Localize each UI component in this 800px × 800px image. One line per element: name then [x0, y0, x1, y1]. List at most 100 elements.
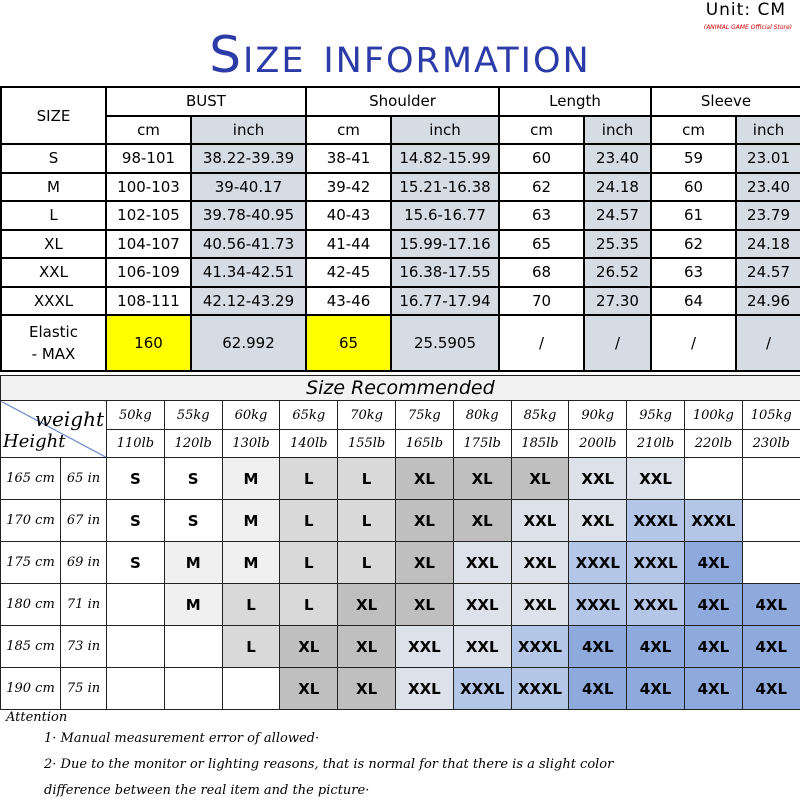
size-cell: 4XL	[568, 667, 628, 710]
elastic-cell: /	[583, 314, 653, 372]
measure-cell: 41-44	[305, 228, 392, 259]
size-cell: XXL	[452, 583, 512, 626]
size-cell: XL	[510, 457, 570, 500]
measure-cell: 27.30	[583, 285, 653, 316]
size-cell: XXL	[626, 457, 685, 500]
size-cell: XL	[452, 457, 512, 500]
size-cell: L	[279, 499, 339, 542]
weight-kg-header: 100kg	[683, 400, 743, 430]
measure-cell: 16.77-17.94	[389, 285, 501, 316]
size-cell	[106, 667, 165, 710]
weight-kg-header: 105kg	[741, 400, 800, 430]
measure-cell: 100-103	[105, 171, 192, 202]
weight-height-corner: weight Height	[0, 400, 107, 458]
size-cell: L	[279, 541, 339, 584]
size-cell: XXL	[568, 499, 628, 542]
weight-lb-header: 175lb	[452, 429, 512, 458]
table-row: XXXL 108-111 42.12-43.29 43-46 16.77-17.94 70…	[0, 285, 800, 316]
size-cell: XXL	[510, 583, 570, 626]
measure-cell: 14.82-15.99	[389, 143, 501, 174]
weight-kg-header: 50kg	[106, 400, 165, 430]
size-cell: XXXL	[626, 583, 685, 626]
weight-kg-header: 90kg	[568, 400, 628, 430]
weight-label: weight	[34, 406, 104, 431]
size-cell: XXXL	[683, 499, 743, 542]
cm-header: cm	[105, 114, 192, 145]
measure-cell: 25.35	[583, 228, 653, 259]
size-cell	[221, 667, 281, 710]
recommend-title: Size Recommended	[0, 375, 800, 401]
measure-cell: 24.57	[735, 257, 800, 288]
height-in-cell: 65 in	[60, 457, 107, 500]
size-cell: 4XL	[568, 625, 628, 668]
inch-header: inch	[190, 114, 307, 145]
unit-row: cm inch cm inch cm inch cm inch	[1, 114, 800, 145]
measure-cell: 60	[498, 143, 586, 174]
measure-cell: 60	[650, 171, 738, 202]
size-cell: XXXL	[626, 541, 685, 584]
size-cell	[106, 583, 165, 626]
weight-kg-header: 70kg	[337, 400, 396, 430]
size-cell: XXL	[394, 625, 454, 668]
size-cell: 4XL	[683, 625, 743, 668]
size-cell: XL	[337, 625, 396, 668]
table-row: 185 cm 73 in L XL XL XXL XXL XXXL 4XL 4XL 4XL 4XL	[0, 625, 800, 668]
measure-cell: 24.18	[735, 228, 800, 259]
size-cell: L	[279, 583, 339, 626]
size-recommended-table: Size Recommended weight Height 50kg 55kg 60kg…	[0, 375, 800, 710]
table-row: L 102-105 39.78-40.95 40-43 15.6-16.77 63 24.5…	[0, 200, 800, 231]
weight-lb-header: 185lb	[510, 429, 570, 458]
size-cell: XXXL	[510, 625, 570, 668]
height-in-cell: 67 in	[60, 499, 107, 542]
weight-lb-header: 165lb	[394, 429, 454, 458]
height-in-cell: 73 in	[60, 625, 107, 668]
size-cell: XL	[394, 457, 454, 500]
weight-lb-header: 130lb	[221, 429, 281, 458]
size-cell: XXL	[0, 257, 107, 288]
measure-cell: 39.78-40.95	[190, 200, 307, 231]
size-cell: XXL	[394, 667, 454, 710]
table-row: XXL 106-109 41.34-42.51 42-45 16.38-17.55 68 2…	[0, 257, 800, 288]
size-cell: L	[221, 625, 281, 668]
measure-cell: 43-46	[305, 285, 392, 316]
measure-cell: 42-45	[305, 257, 392, 288]
table-row: 165 cm 65 in S S M L L XL XL XL XXL XXL	[0, 457, 800, 500]
weight-lb-header: 120lb	[163, 429, 223, 458]
size-cell: M	[163, 583, 223, 626]
inch-header: inch	[389, 114, 501, 145]
group-header: Sleeve	[650, 86, 800, 117]
size-cell: L	[279, 457, 339, 500]
size-cell: 4XL	[741, 625, 800, 668]
size-cell: 4XL	[683, 541, 743, 584]
size-cell: XXL	[568, 457, 628, 500]
size-cell: 4XL	[741, 667, 800, 710]
size-cell: L	[221, 583, 281, 626]
size-cell: XXL	[452, 625, 512, 668]
size-cell: XXL	[510, 541, 570, 584]
size-cell: 4XL	[626, 625, 685, 668]
measure-cell: 23.40	[583, 143, 653, 174]
height-label: Height	[3, 430, 66, 452]
elastic-cell: /	[498, 314, 586, 372]
weight-kg-header: 65kg	[279, 400, 339, 430]
size-cell: XXXL	[568, 583, 628, 626]
measure-cell: 64	[650, 285, 738, 316]
measure-cell: 63	[650, 257, 738, 288]
inch-header: inch	[583, 114, 653, 145]
size-cell: XL	[337, 667, 396, 710]
group-header: Length	[498, 86, 653, 117]
measure-cell: 15.6-16.77	[389, 200, 501, 231]
size-cell: XL	[452, 499, 512, 542]
elastic-cell: 25.5905	[389, 314, 501, 372]
size-cell: XXXL	[0, 285, 107, 316]
measure-cell: 65	[498, 228, 586, 259]
table-row: 180 cm 71 in M L L XL XL XXL XXL XXXL XXXL 4XL 4XL	[0, 583, 800, 626]
measure-cell: 62	[650, 228, 738, 259]
size-cell	[741, 541, 800, 584]
height-cm-cell: 185 cm	[0, 625, 61, 668]
size-cell: S	[0, 143, 107, 174]
measure-cell: 108-111	[105, 285, 192, 316]
size-cell: 4XL	[626, 667, 685, 710]
size-cell: XXXL	[510, 667, 570, 710]
weight-lb-header: 220lb	[683, 429, 743, 458]
